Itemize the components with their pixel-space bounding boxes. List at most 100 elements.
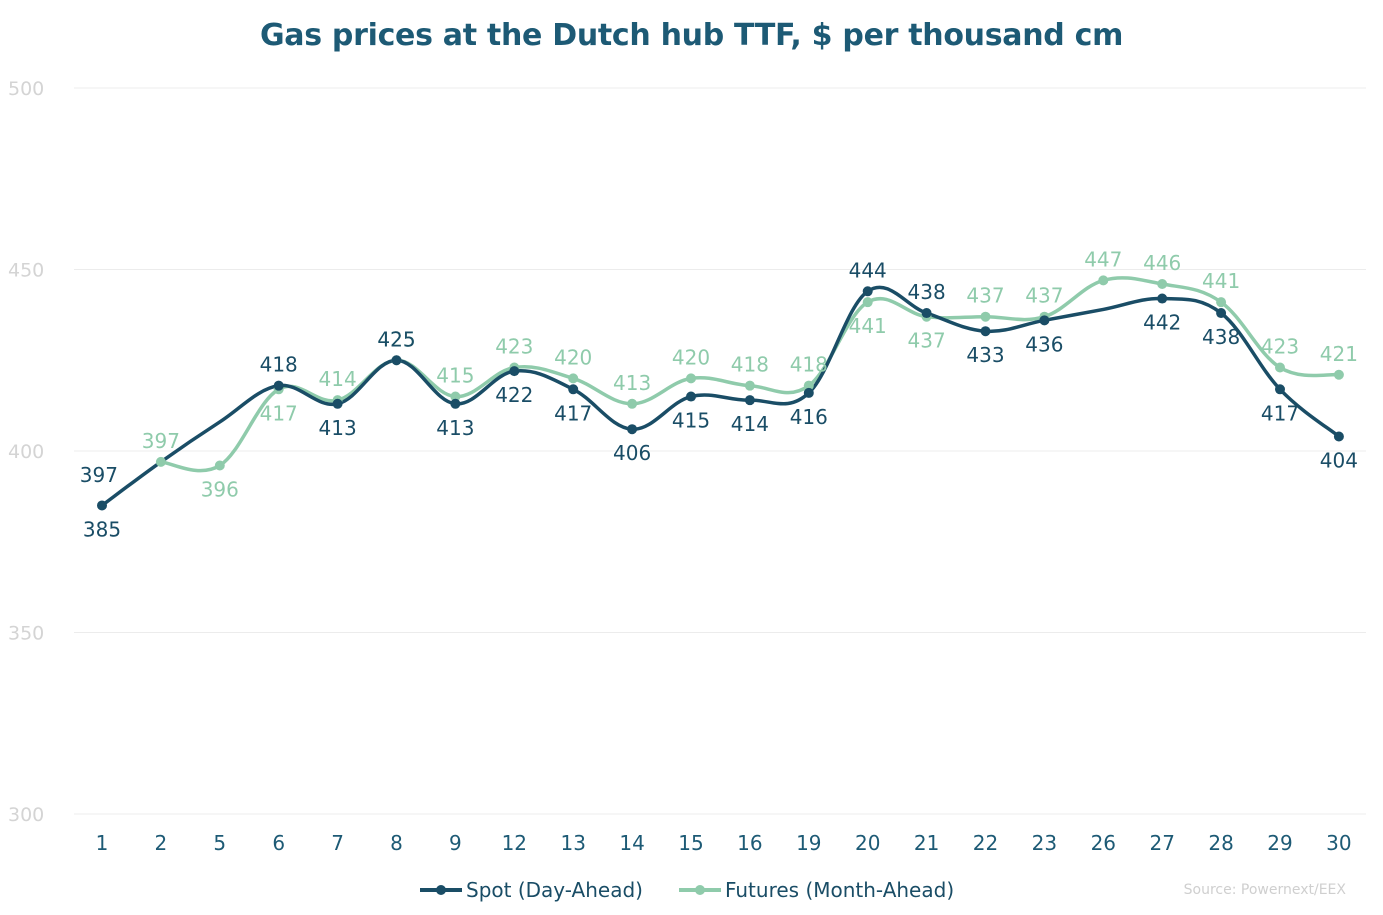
data-point[interactable] bbox=[214, 460, 225, 471]
data-label: 414 bbox=[731, 412, 769, 436]
legend-label-futures: Futures (Month-Ahead) bbox=[724, 878, 955, 902]
data-point[interactable] bbox=[744, 380, 755, 391]
data-label: 418 bbox=[260, 353, 298, 377]
data-label: 415 bbox=[672, 409, 710, 433]
x-tick-label: 22 bbox=[973, 831, 998, 855]
data-point[interactable] bbox=[391, 355, 402, 366]
data-label: 417 bbox=[260, 401, 298, 425]
data-point[interactable] bbox=[1275, 362, 1285, 373]
legend-item-futures[interactable]: Futures (Month-Ahead) bbox=[678, 878, 955, 902]
data-label: 413 bbox=[613, 371, 651, 395]
data-point[interactable] bbox=[1333, 369, 1344, 380]
data-point[interactable] bbox=[980, 311, 991, 322]
data-label: 422 bbox=[495, 383, 533, 407]
x-tick-label: 12 bbox=[502, 831, 527, 855]
data-label: 418 bbox=[790, 353, 828, 377]
y-tick-label: 350 bbox=[8, 623, 44, 645]
legend: Spot (Day-Ahead) Futures (Month-Ahead) bbox=[420, 878, 990, 902]
data-label: 420 bbox=[672, 345, 710, 369]
legend-swatch-spot bbox=[420, 885, 462, 895]
data-label: 421 bbox=[1320, 342, 1358, 366]
data-label: 438 bbox=[908, 280, 946, 304]
data-label: 437 bbox=[966, 284, 1004, 308]
data-point[interactable] bbox=[1098, 275, 1109, 286]
data-label: 423 bbox=[1261, 335, 1299, 359]
data-point[interactable] bbox=[1333, 431, 1344, 442]
x-tick-label: 7 bbox=[331, 831, 344, 855]
data-point[interactable] bbox=[332, 398, 343, 409]
data-label: 418 bbox=[731, 353, 769, 377]
legend-item-spot[interactable]: Spot (Day-Ahead) bbox=[420, 878, 643, 902]
x-tick-label: 1 bbox=[96, 831, 109, 855]
data-point[interactable] bbox=[1157, 293, 1168, 304]
x-tick-label: 14 bbox=[619, 831, 644, 855]
data-label: 397 bbox=[80, 463, 118, 487]
data-label: 414 bbox=[319, 367, 357, 391]
data-label: 413 bbox=[436, 416, 474, 440]
chart-title: Gas prices at the Dutch hub TTF, $ per t… bbox=[259, 18, 1124, 53]
data-point[interactable] bbox=[155, 456, 166, 467]
data-point[interactable] bbox=[568, 384, 579, 395]
x-tick-label: 15 bbox=[678, 831, 703, 855]
source-note: Source: Powernext/EEX bbox=[1183, 882, 1346, 898]
data-point[interactable] bbox=[921, 308, 932, 319]
data-label: 404 bbox=[1320, 448, 1358, 472]
x-tick-label: 2 bbox=[155, 831, 168, 855]
data-point[interactable] bbox=[568, 373, 579, 384]
data-label: 420 bbox=[554, 345, 592, 369]
x-tick-label: 19 bbox=[796, 831, 821, 855]
data-label: 444 bbox=[849, 258, 887, 282]
data-point[interactable] bbox=[1216, 308, 1227, 319]
data-label: 415 bbox=[436, 364, 474, 388]
x-tick-label: 20 bbox=[855, 831, 880, 855]
data-label: 396 bbox=[201, 478, 239, 502]
data-label: 397 bbox=[142, 429, 180, 453]
data-label: 437 bbox=[1025, 284, 1063, 308]
data-point[interactable] bbox=[803, 380, 814, 391]
data-label: 442 bbox=[1143, 311, 1181, 335]
data-point[interactable] bbox=[1216, 297, 1227, 308]
data-point[interactable] bbox=[273, 380, 284, 391]
data-label: 425 bbox=[377, 327, 415, 351]
data-label: 433 bbox=[966, 343, 1004, 367]
x-tick-label: 23 bbox=[1032, 831, 1057, 855]
data-point[interactable] bbox=[686, 391, 696, 402]
data-point[interactable] bbox=[862, 297, 873, 308]
data-point[interactable] bbox=[450, 398, 461, 409]
x-axis: 1 2 5 6 7 8 9 12 13 14 15 16 19 20 21 22 23 26 27 28 29 30 bbox=[96, 831, 1352, 855]
y-axis: 300 350 400 450 500 bbox=[8, 78, 44, 826]
x-tick-label: 13 bbox=[560, 831, 585, 855]
data-label: 446 bbox=[1143, 251, 1181, 275]
legend-swatch-futures bbox=[678, 885, 721, 895]
x-tick-label: 26 bbox=[1091, 831, 1116, 855]
series-line-0 bbox=[100, 285, 1340, 507]
series-points bbox=[97, 275, 1344, 511]
x-tick-label: 28 bbox=[1208, 831, 1233, 855]
y-tick-label: 450 bbox=[8, 260, 44, 282]
x-tick-label: 27 bbox=[1149, 831, 1174, 855]
x-tick-label: 21 bbox=[914, 831, 939, 855]
data-point[interactable] bbox=[862, 286, 873, 297]
data-point[interactable] bbox=[1157, 279, 1168, 290]
data-point[interactable] bbox=[744, 395, 755, 406]
data-point[interactable] bbox=[627, 424, 638, 435]
data-label: 438 bbox=[1202, 325, 1240, 349]
x-tick-label: 8 bbox=[390, 831, 403, 855]
data-point[interactable] bbox=[1039, 315, 1050, 326]
data-point[interactable] bbox=[97, 500, 107, 511]
data-point[interactable] bbox=[627, 398, 638, 409]
data-point[interactable] bbox=[686, 373, 696, 384]
y-tick-label: 500 bbox=[8, 78, 44, 100]
data-point[interactable] bbox=[803, 387, 814, 398]
data-label: 425 bbox=[377, 327, 415, 351]
data-point[interactable] bbox=[509, 366, 520, 377]
data-point[interactable] bbox=[980, 326, 991, 337]
data-point[interactable] bbox=[450, 391, 461, 402]
data-point[interactable] bbox=[1275, 384, 1285, 395]
data-label: 406 bbox=[613, 441, 651, 465]
data-label: 436 bbox=[1025, 332, 1063, 356]
data-label: 416 bbox=[790, 405, 828, 429]
data-label: 447 bbox=[1084, 247, 1122, 271]
x-tick-label: 30 bbox=[1326, 831, 1351, 855]
